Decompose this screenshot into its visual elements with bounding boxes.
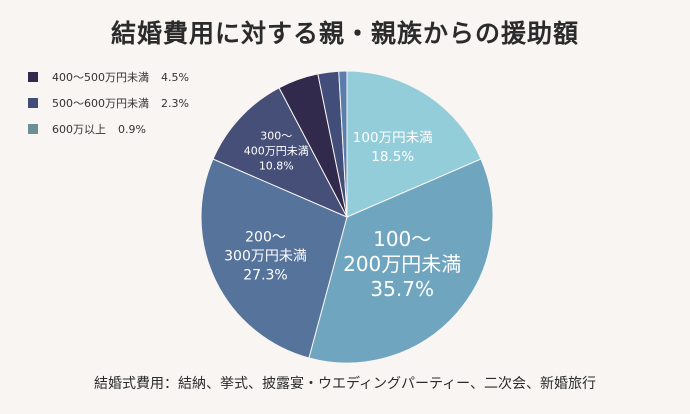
footnote: 結婚式費用：結納、挙式、披露宴・ウエディングパーティー、二次会、新婚旅行 bbox=[93, 376, 597, 392]
pie-slice bbox=[346, 70, 482, 218]
legend-label: 400〜500万円未満 bbox=[52, 71, 149, 84]
legend-item: 400〜500万円未満 4.5% bbox=[28, 70, 189, 84]
slice-label-line: 27.3% bbox=[243, 267, 287, 283]
slice-label: 300〜 400万円未満 10.8% bbox=[244, 130, 309, 173]
legend-label: 600万以上 bbox=[52, 123, 106, 136]
slice-label-line: 100万円未満 bbox=[353, 130, 433, 146]
slice-label-line: 18.5% bbox=[371, 149, 414, 165]
chart-title: 結婚費用に対する親・親族からの援助額 bbox=[110, 19, 579, 48]
slice-label-line: 200〜 bbox=[245, 229, 286, 245]
slice-label-line: 400万円未満 bbox=[244, 145, 309, 158]
slice-label-line: 300〜 bbox=[260, 130, 292, 143]
pie-slice bbox=[212, 87, 349, 219]
legend-item: 500〜600万円未満 2.3% bbox=[28, 96, 189, 110]
legend-swatch bbox=[28, 124, 38, 134]
slice-label: 200〜 300万円未満 27.3% bbox=[224, 229, 307, 283]
legend-label: 500〜600万円未満 bbox=[52, 97, 149, 110]
slice-label-line: 35.7% bbox=[370, 276, 434, 300]
slice-label: 100〜 200万円未満 35.7% bbox=[343, 226, 461, 300]
legend-swatch bbox=[28, 72, 38, 82]
slice-label: 100万円未満 18.5% bbox=[353, 130, 433, 165]
legend-item: 600万以上 0.9% bbox=[28, 122, 189, 136]
slice-label-line: 200万円未満 bbox=[343, 251, 461, 275]
slice-label-line: 100〜 bbox=[373, 226, 431, 250]
pie-slice bbox=[308, 158, 494, 364]
slice-label-line: 300万円未満 bbox=[224, 248, 307, 264]
legend-swatch bbox=[28, 98, 38, 108]
pie-slice bbox=[200, 158, 348, 359]
legend-value: 2.3% bbox=[161, 96, 189, 110]
pie-slice bbox=[338, 70, 348, 218]
legend-value: 0.9% bbox=[118, 122, 146, 136]
legend-value: 4.5% bbox=[161, 70, 189, 84]
slice-label-line: 10.8% bbox=[259, 160, 294, 173]
chart-legend: 400〜500万円未満 4.5% 500〜600万円未満 2.3% 600万以上… bbox=[28, 70, 189, 148]
